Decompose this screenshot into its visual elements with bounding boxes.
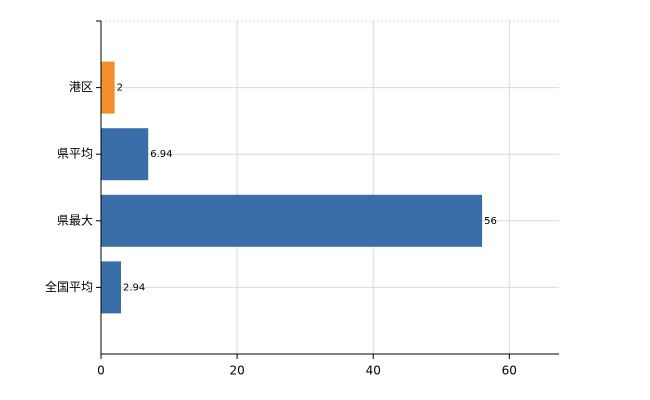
bar [101,194,483,247]
bar [101,128,149,181]
y-tick-label: 全国平均 [45,279,93,294]
y-tick-label: 県最大 [57,213,93,227]
y-tick-label: 港区 [69,80,93,94]
bar [101,261,122,314]
x-tick-label: 20 [229,364,244,378]
value-label: 56 [484,216,497,227]
y-tick-label: 県平均 [57,147,93,161]
bar [101,61,115,114]
value-label: 2 [117,83,123,94]
x-tick-label: 0 [97,364,105,378]
x-tick-label: 40 [366,364,381,378]
x-tick-label: 60 [502,364,517,378]
value-label: 2.94 [123,282,145,293]
value-label: 6.94 [150,149,172,160]
